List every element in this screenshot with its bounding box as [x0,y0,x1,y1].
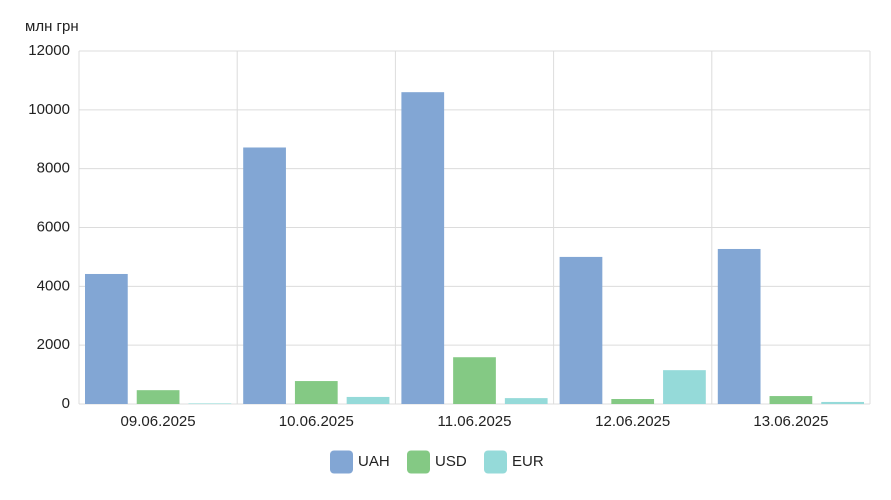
bar [346,396,390,404]
bar [401,92,445,404]
legend-label: UAH [358,453,390,470]
bar [504,398,548,404]
y-tick-label: 6000 [37,218,70,235]
y-tick-label: 10000 [28,101,70,118]
y-tick-label: 8000 [37,160,70,177]
bar [663,370,706,404]
y-axis-label: млн грн [25,18,79,35]
x-tick-label: 13.06.2025 [753,413,828,430]
y-tick-label: 0 [62,395,70,412]
bar [559,256,603,404]
bar [243,147,286,404]
bar [717,248,761,404]
bar [453,357,496,404]
x-tick-label: 11.06.2025 [438,413,512,430]
legend-swatch [407,450,430,474]
bar [136,390,180,404]
bar [611,398,655,404]
bar [769,396,813,404]
y-tick-label: 4000 [37,277,70,294]
legend-label: USD [435,453,467,470]
bar [188,403,232,404]
legend-label: EUR [512,453,544,470]
y-tick-label: 12000 [28,42,70,59]
x-tick-label: 09.06.2025 [121,413,196,430]
bar [294,381,338,404]
legend-swatch [330,450,353,474]
bar [821,401,864,404]
y-tick-label: 2000 [37,336,70,353]
bar [85,273,128,404]
x-tick-label: 12.06.2025 [595,413,670,430]
legend-swatch [484,450,507,474]
x-tick-label: 10.06.2025 [279,413,354,430]
